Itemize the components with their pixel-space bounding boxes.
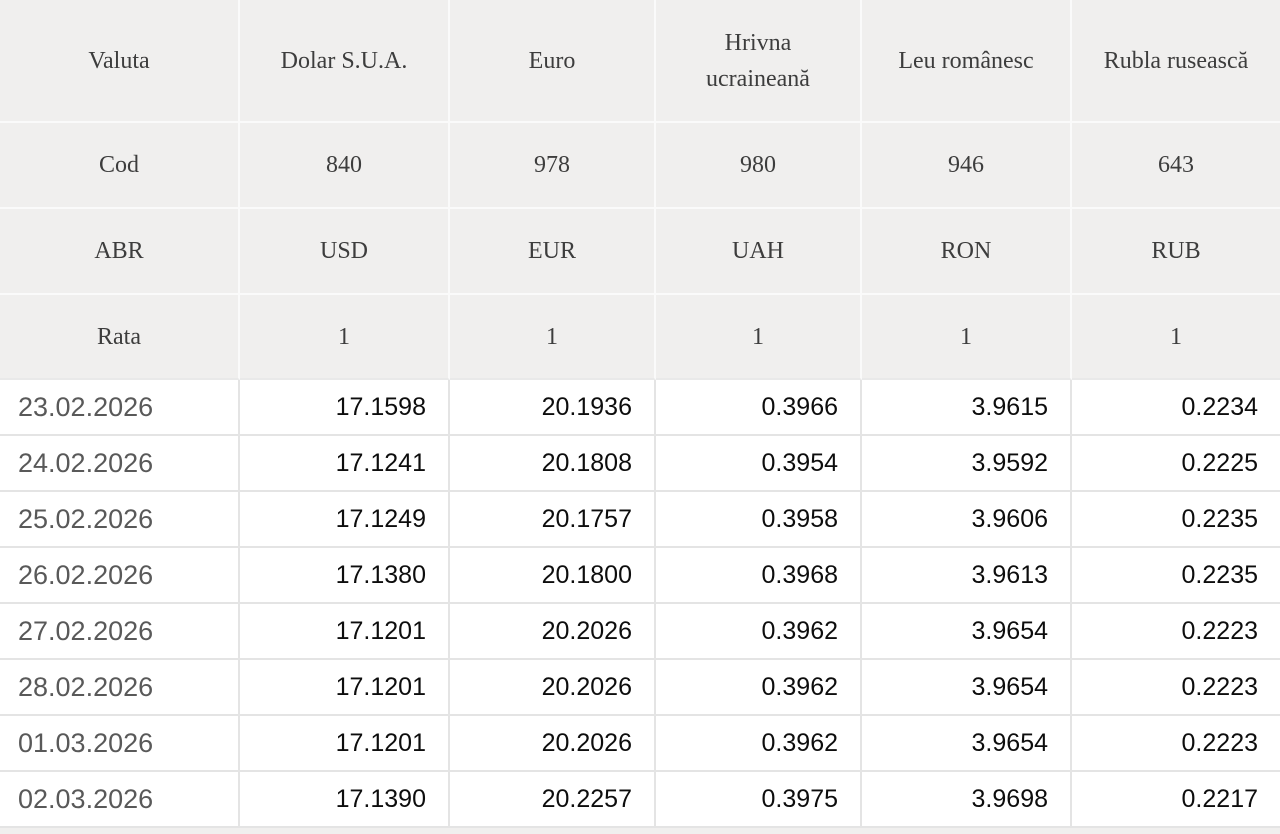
table-row: 27.02.2026 17.1201 20.2026 0.3962 3.9654…	[0, 604, 1280, 660]
rate-cell: 17.1241	[240, 436, 450, 492]
header-value: Rubla rusească	[1072, 0, 1280, 123]
row-label: Cod	[0, 123, 240, 209]
table-row: 02.03.2026 17.1390 20.2257 0.3975 3.9698…	[0, 772, 1280, 828]
header-row: Cod 840 978 980 946 643	[0, 123, 1280, 209]
rate-cell: 0.2223	[1072, 716, 1280, 772]
date-cell: 26.02.2026	[0, 548, 240, 604]
header-value: Dolar S.U.A.	[240, 0, 450, 123]
rate-cell: 0.2235	[1072, 548, 1280, 604]
rate-cell: 17.1249	[240, 492, 450, 548]
rate-cell: 3.9592	[862, 436, 1072, 492]
header-value: RUB	[1072, 209, 1280, 295]
rate-cell: 17.1201	[240, 604, 450, 660]
header-value: EUR	[450, 209, 656, 295]
rate-cell: 20.2026	[450, 604, 656, 660]
row-label: Rata	[0, 295, 240, 380]
rate-cell: 0.3958	[656, 492, 862, 548]
rate-cell: 0.2223	[1072, 604, 1280, 660]
rate-cell: 20.1936	[450, 380, 656, 436]
header-value: 980	[656, 123, 862, 209]
header-value: 643	[1072, 123, 1280, 209]
rate-cell: 3.9654	[862, 604, 1072, 660]
date-cell: 24.02.2026	[0, 436, 240, 492]
rate-cell: 3.9654	[862, 716, 1072, 772]
rate-cell: 0.3968	[656, 548, 862, 604]
header-value: 946	[862, 123, 1072, 209]
rate-cell: 0.2234	[1072, 380, 1280, 436]
rate-cell: 0.3962	[656, 716, 862, 772]
partial-next-row	[0, 828, 1280, 834]
table-row: 24.02.2026 17.1241 20.1808 0.3954 3.9592…	[0, 436, 1280, 492]
table-row: 25.02.2026 17.1249 20.1757 0.3958 3.9606…	[0, 492, 1280, 548]
row-label: ABR	[0, 209, 240, 295]
header-value: 1	[656, 295, 862, 380]
header-value: 1	[240, 295, 450, 380]
header-value: 978	[450, 123, 656, 209]
rate-cell: 0.3962	[656, 604, 862, 660]
table-row: 01.03.2026 17.1201 20.2026 0.3962 3.9654…	[0, 716, 1280, 772]
rate-cell: 0.2217	[1072, 772, 1280, 828]
rate-cell: 17.1380	[240, 548, 450, 604]
rate-cell: 17.1201	[240, 660, 450, 716]
rate-cell: 20.1800	[450, 548, 656, 604]
header-value: 1	[862, 295, 1072, 380]
date-cell: 02.03.2026	[0, 772, 240, 828]
rate-cell: 0.3966	[656, 380, 862, 436]
rate-cell: 17.1390	[240, 772, 450, 828]
header-value: 1	[1072, 295, 1280, 380]
header-value: Hrivna ucraineană	[656, 0, 862, 123]
rate-cell: 20.2257	[450, 772, 656, 828]
header-value: USD	[240, 209, 450, 295]
header-value: 840	[240, 123, 450, 209]
row-label: Valuta	[0, 0, 240, 123]
date-cell: 28.02.2026	[0, 660, 240, 716]
header-value: UAH	[656, 209, 862, 295]
rate-cell: 0.3954	[656, 436, 862, 492]
rate-cell: 3.9615	[862, 380, 1072, 436]
header-row: Valuta Dolar S.U.A. Euro Hrivna ucrainea…	[0, 0, 1280, 123]
date-cell: 01.03.2026	[0, 716, 240, 772]
header-row: ABR USD EUR UAH RON RUB	[0, 209, 1280, 295]
rate-cell: 17.1201	[240, 716, 450, 772]
rate-cell: 3.9698	[862, 772, 1072, 828]
table-row: 26.02.2026 17.1380 20.1800 0.3968 3.9613…	[0, 548, 1280, 604]
date-cell: 23.02.2026	[0, 380, 240, 436]
table-row: 28.02.2026 17.1201 20.2026 0.3962 3.9654…	[0, 660, 1280, 716]
rate-cell: 3.9606	[862, 492, 1072, 548]
rate-cell: 20.1808	[450, 436, 656, 492]
rate-cell: 3.9613	[862, 548, 1072, 604]
table-row: 23.02.2026 17.1598 20.1936 0.3966 3.9615…	[0, 380, 1280, 436]
header-value: 1	[450, 295, 656, 380]
header-value: Euro	[450, 0, 656, 123]
header-value: Leu românesc	[862, 0, 1072, 123]
rate-cell: 0.2223	[1072, 660, 1280, 716]
rate-cell: 20.1757	[450, 492, 656, 548]
header-value: RON	[862, 209, 1072, 295]
rate-cell: 0.3962	[656, 660, 862, 716]
rate-cell: 17.1598	[240, 380, 450, 436]
rate-cell: 0.3975	[656, 772, 862, 828]
rate-cell: 20.2026	[450, 660, 656, 716]
date-cell: 27.02.2026	[0, 604, 240, 660]
rate-cell: 0.2225	[1072, 436, 1280, 492]
rate-cell: 0.2235	[1072, 492, 1280, 548]
header-row: Rata 1 1 1 1 1	[0, 295, 1280, 380]
date-cell: 25.02.2026	[0, 492, 240, 548]
rate-cell: 3.9654	[862, 660, 1072, 716]
rate-cell: 20.2026	[450, 716, 656, 772]
